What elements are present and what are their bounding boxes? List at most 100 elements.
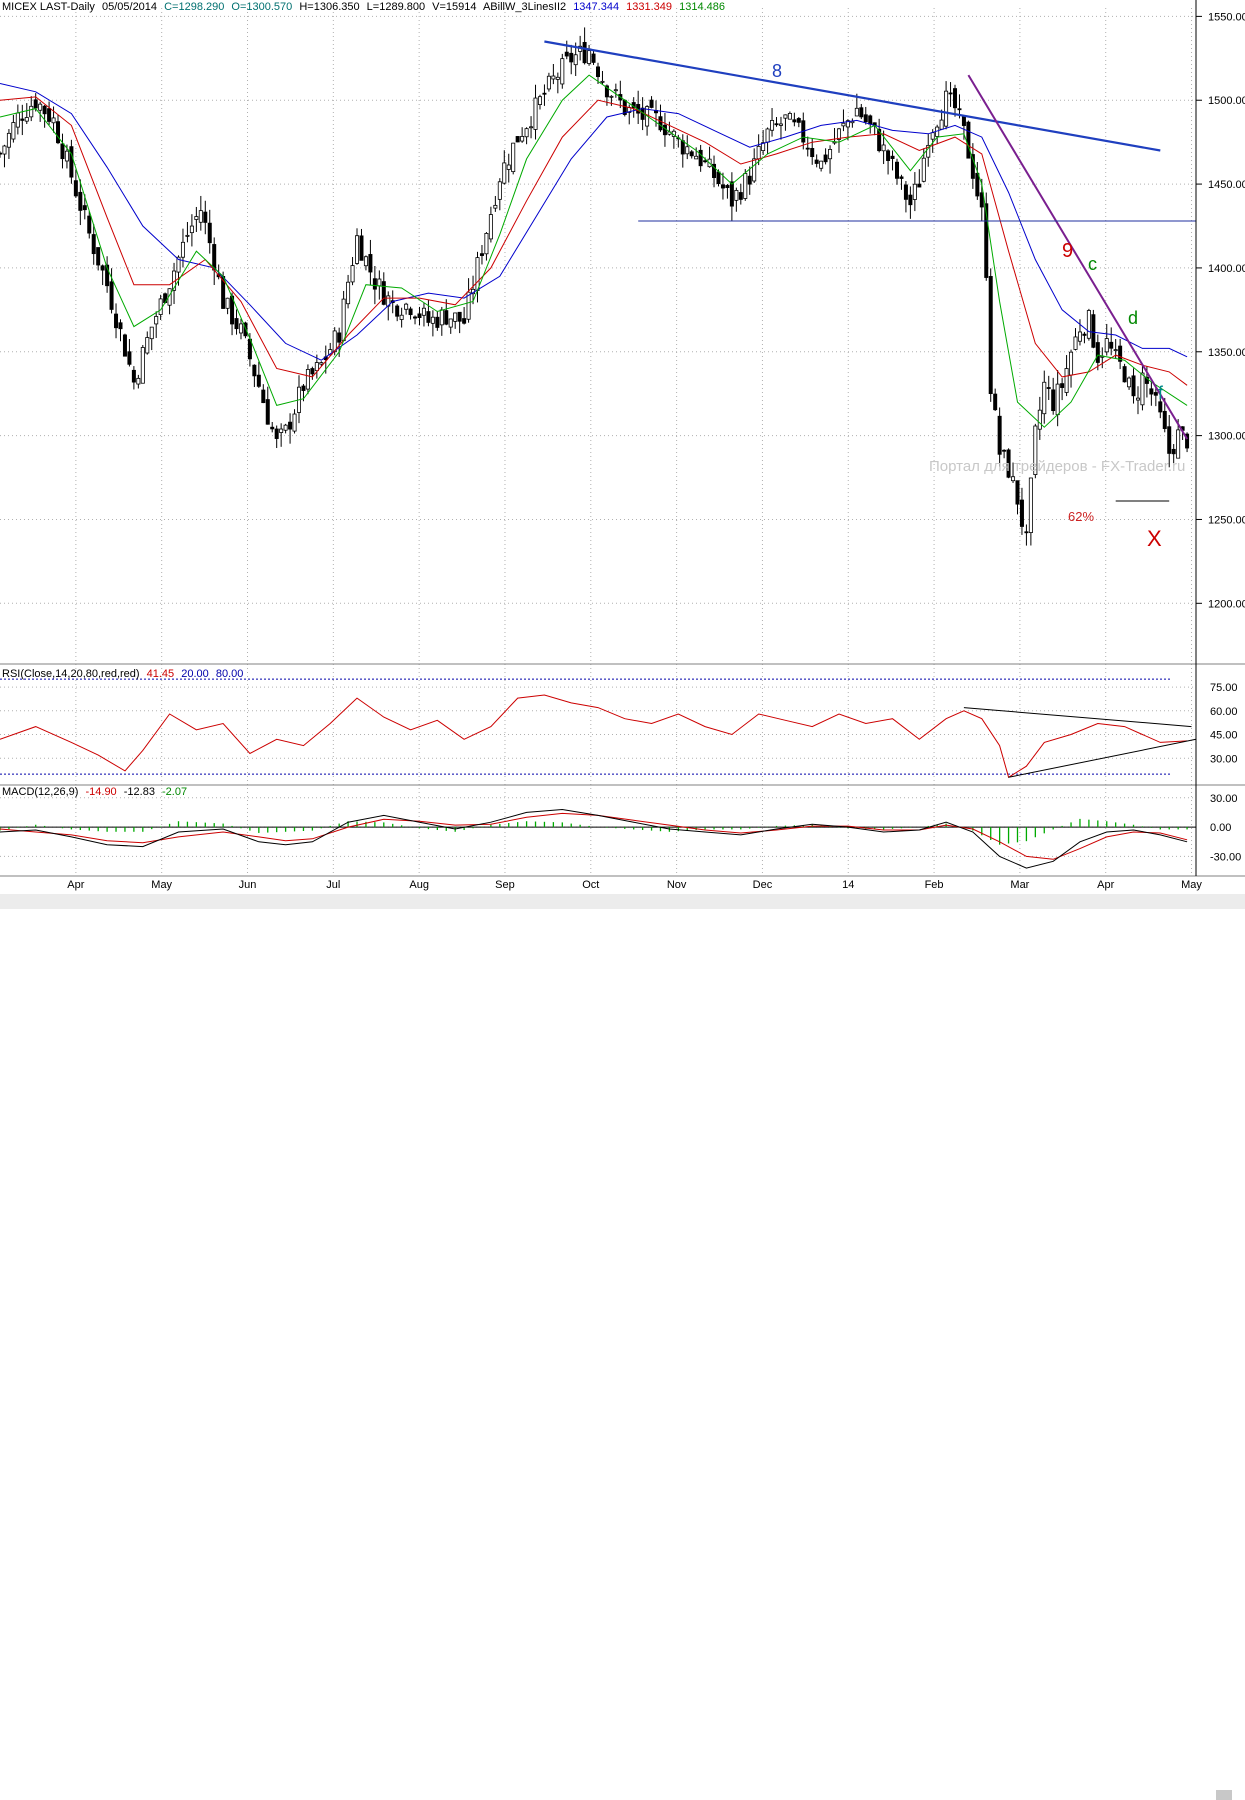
candle-body [881, 144, 886, 152]
ma-slow-line [0, 83, 1188, 361]
candle-body [720, 184, 725, 189]
candle-body [591, 53, 596, 63]
macd-value-3: -2.07 [162, 786, 188, 798]
candle-body [1011, 476, 1016, 482]
candle-body [42, 105, 47, 115]
candle-body [604, 85, 609, 98]
axes: Apr May Jun Jul Aug Sep Oct Nov Dec 14 Feb Mar Apr Ma… [0, 0, 1245, 891]
candle-body [783, 114, 788, 119]
rsi-high-level: 80.00 [215, 668, 244, 680]
candle-body [1082, 333, 1087, 336]
candle-body [270, 426, 275, 430]
candle-body [1002, 449, 1007, 452]
candle-body [774, 123, 779, 126]
candle-body [524, 128, 529, 138]
low-value: L=1289.800 [366, 1, 426, 13]
candle-body [1113, 349, 1118, 352]
candle-body [609, 95, 614, 98]
candle-body [1060, 383, 1065, 388]
candle-body [953, 88, 958, 109]
candle-body [198, 210, 203, 223]
candle-body [564, 51, 569, 57]
candle-body [466, 291, 471, 320]
candle-body [91, 234, 96, 255]
candle-body [435, 316, 440, 328]
candle-body [770, 120, 775, 131]
candle-body [792, 119, 797, 123]
macd-line [0, 808, 1188, 869]
month-label: Sep [495, 879, 515, 891]
candle-body [926, 144, 931, 158]
price-tick-label: 1400.00 [1208, 263, 1245, 275]
candle-body [997, 415, 1002, 455]
candle-body [381, 281, 386, 305]
candle-body [966, 121, 971, 159]
candle-body [1118, 345, 1123, 362]
scrollbar-thumb[interactable] [1216, 1790, 1232, 1800]
candle-body [537, 96, 542, 105]
candle-body [154, 316, 159, 325]
open-value: O=1300.570 [231, 1, 293, 13]
candle-body [462, 318, 467, 324]
candle-body [332, 330, 337, 353]
rsi-line [0, 694, 1188, 779]
candle-body [600, 80, 605, 83]
candle-body [511, 142, 516, 173]
candle-body [939, 119, 944, 130]
month-label: Jun [239, 879, 257, 891]
candle-body [546, 75, 551, 90]
candle-body [377, 278, 382, 287]
price-tick-label: 1350.00 [1208, 347, 1245, 359]
candle-body [1019, 499, 1024, 527]
rsi-upper-trendline [963, 707, 1192, 728]
candle-body [899, 176, 904, 179]
volume-value: V=15914 [432, 1, 477, 13]
candle-body [64, 150, 69, 162]
candle-body [426, 311, 431, 323]
price-tick-label: 1200.00 [1208, 598, 1245, 610]
month-label: Feb [925, 879, 944, 891]
indicator-value-1: 1347.344 [573, 1, 620, 13]
candle-body [1095, 342, 1100, 363]
candle-body [921, 157, 926, 182]
candle-body [1122, 366, 1127, 383]
candle-body [1104, 338, 1109, 353]
candle-body [261, 389, 266, 404]
rsi-name: RSI(Close,14,20,80,red,red) [2, 668, 140, 680]
candle-body [243, 322, 248, 337]
candle-body [6, 132, 11, 148]
candle-body [752, 158, 757, 182]
candle-body [1153, 392, 1158, 396]
month-label: May [1181, 879, 1202, 891]
candle-body [823, 154, 828, 163]
candle-body [1109, 341, 1114, 349]
candle-body [395, 305, 400, 317]
candle-body [961, 115, 966, 126]
candle-body [587, 50, 592, 64]
candle-body [761, 142, 766, 152]
candle-body [810, 148, 815, 158]
candle-body [497, 181, 502, 200]
candle-body [493, 204, 498, 209]
candle-body [1033, 425, 1038, 475]
candle-body [1077, 331, 1082, 342]
candle-body [1176, 429, 1181, 459]
candle-body [301, 385, 306, 391]
candle-body [520, 136, 525, 142]
candle-body [82, 205, 87, 211]
candle-body [787, 113, 792, 120]
candle-body [453, 312, 458, 322]
annotations: 8 9c d f X 62% Портал для трейдеров - FX-Trade… [772, 61, 1185, 551]
candle-body [845, 120, 850, 128]
candle-body [819, 160, 824, 169]
candle-body [47, 108, 52, 122]
horizontal-scrollbar[interactable] [0, 894, 1245, 1800]
candle-body [529, 126, 534, 129]
candle-body [319, 362, 324, 365]
candle-body [533, 97, 538, 130]
candle-body [1091, 314, 1096, 348]
candle-body [859, 107, 864, 118]
top-trendline [544, 40, 1161, 152]
candle-body [69, 146, 74, 178]
wave-d-label: d [1128, 308, 1138, 328]
